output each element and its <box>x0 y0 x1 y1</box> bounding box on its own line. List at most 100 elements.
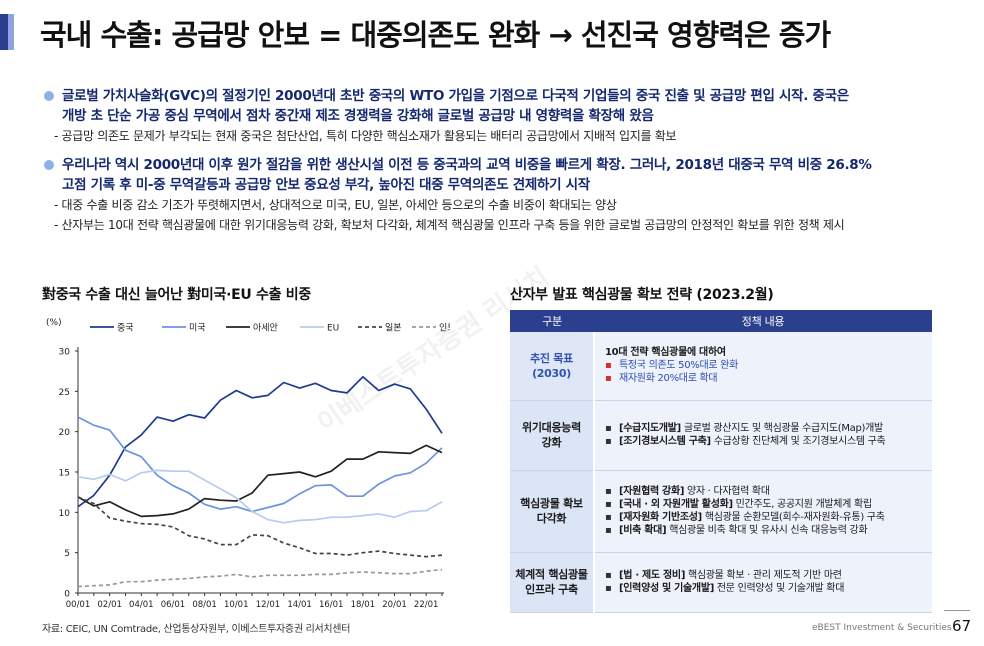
policy-item: [조기경보시스템 구축] 수급상황 진단체계 및 조기경보시스템 구축 <box>605 435 922 448</box>
y-tick-label: 20 <box>59 428 71 438</box>
x-tick-label: 16/01 <box>319 600 344 610</box>
category-line: 인프라 구축 <box>525 583 578 596</box>
table-cell-policy: [법 · 제도 정비] 핵심광물 확보 · 관리 제도적 기반 마련[인력양성 … <box>593 552 932 613</box>
series-line-인도 <box>77 568 443 588</box>
x-tick-label: 12/01 <box>256 600 280 610</box>
policy-item: [국내 · 외 자원개발 활성화] 민간주도, 공공지원 개발체계 확립 <box>605 498 922 511</box>
policy-item: [재자원화 기반조성] 핵심광물 순환모델(회수-재자원화-유통) 구축 <box>605 511 922 524</box>
footer-divider <box>944 610 970 611</box>
chart-title: 對중국 수출 대신 늘어난 對미국·EU 수출 비중 <box>42 287 311 303</box>
policy-item-text: 특정국 의존도 50%대로 완화 <box>619 360 738 372</box>
y-tick-label: 30 <box>59 348 71 358</box>
series-line-미국 <box>77 416 443 513</box>
line-chart-svg: (%) 0 5 10 15 20 25 30 00/01 02/01 04/01 06/01 08/01… <box>46 318 456 610</box>
policy-item-key: [인력양성 및 기술개발] <box>619 583 715 594</box>
policy-item: [수급지도개발] 글로벌 광산지도 및 핵심광물 수급지도(Map)개발 <box>605 422 922 435</box>
bullet-1-line-1: 글로벌 가치사슬화(GVC)의 절정기인 2000년대 초반 중국의 WTO 가… <box>62 88 849 104</box>
table-header-category: 구분 <box>510 310 594 332</box>
x-tick-label: 22/01 <box>414 600 439 610</box>
y-tick-label: 0 <box>64 590 70 600</box>
source-note: 자료: CEIC, UN Comtrade, 산업통상자원부, 이베스트투자증권… <box>42 624 351 635</box>
bullet-dot-icon <box>44 160 54 170</box>
policy-item: 재자원화 20%대로 확대 <box>605 372 922 385</box>
x-tick-label: 04/01 <box>129 600 154 610</box>
series-line-아세안 <box>77 444 443 518</box>
x-tick-label: 08/01 <box>192 600 217 610</box>
category-line: 추진 목표 <box>530 351 573 365</box>
category-line: 강화 <box>541 436 562 449</box>
policy-item-text: 양자 · 다자협력 확대 <box>684 486 770 497</box>
table-cell-policy: [수급지도개발] 글로벌 광산지도 및 핵심광물 수급지도(Map)개발[조기경… <box>593 400 932 471</box>
bullet-1-sub-1: - 공급망 의존도 문제가 부각되는 현재 중국은 첨단산업, 특히 다양한 핵… <box>54 129 677 143</box>
series-line-중국 <box>77 375 443 508</box>
policy-item: [비축 확대] 핵심광물 비축 확대 및 유사시 신속 대응능력 강화 <box>605 524 922 537</box>
x-tick-label: 18/01 <box>351 600 376 610</box>
legend-label: 미국 <box>189 323 206 334</box>
footer-brand: eBEST Investment & Securities <box>812 623 952 633</box>
policy-item-text: 핵심광물 비축 확대 및 유사시 신속 대응능력 강화 <box>666 525 868 536</box>
category-line: 위기대응능력 <box>522 421 581 434</box>
legend-label: 아세안 <box>253 323 278 334</box>
table-row: 추진 목표(2030) 10대 전략 핵심광물에 대하여특정국 의존도 50%대로… <box>510 332 932 401</box>
policy-item-text: 핵심광물 확보 · 관리 제도적 기반 마련 <box>685 570 842 581</box>
x-tick-label: 02/01 <box>97 600 122 610</box>
policy-item-key: [비축 확대] <box>619 525 667 536</box>
legend-label: 중국 <box>117 323 134 334</box>
bullet-2-line-2: 고점 기록 후 미-중 무역갈등과 공급망 안보 중요성 부각, 높아진 대중 … <box>62 177 590 193</box>
policy-item: [인력양성 및 기술개발] 전문 인력양성 및 기술개발 확대 <box>605 582 922 595</box>
legend-label: 일본 <box>385 323 402 334</box>
title-accent-bar <box>0 14 8 50</box>
policy-item-text: 수급상황 진단체계 및 조기경보시스템 구축 <box>710 436 886 447</box>
policy-item: [자원협력 강화] 양자 · 다자협력 확대 <box>605 485 922 498</box>
category-line: (2030) <box>532 366 571 380</box>
y-tick-label: 15 <box>59 469 70 479</box>
bullet-1-main: 글로벌 가치사슬화(GVC)의 절정기인 2000년대 초반 중국의 WTO 가… <box>44 86 944 126</box>
policy-item-text: 전문 인력양성 및 기술개발 확대 <box>714 583 845 594</box>
legend-label: EU <box>327 324 339 334</box>
policy-item-text: 글로벌 광산지도 및 핵심광물 수급지도(Map)개발 <box>680 423 883 434</box>
bullet-2-line-1: 우리나라 역시 2000년대 이후 원가 절감을 위한 생산시설 이전 등 중국… <box>62 157 872 173</box>
title-accent-bar-light <box>8 14 14 50</box>
x-tick-label: 10/01 <box>224 600 249 610</box>
table-header-policy: 정책 내용 <box>594 310 932 332</box>
table-cell-policy: [자원협력 강화] 양자 · 다자협력 확대[국내 · 외 자원개발 활성화] … <box>593 470 932 553</box>
policy-item: 특정국 의존도 50%대로 완화 <box>605 359 922 372</box>
policy-item-text: 핵심광물 순환모델(회수-재자원화-유통) 구축 <box>701 512 885 523</box>
x-tick-label: 20/01 <box>382 600 407 610</box>
bullet-2-sub-1: - 대중 수출 비중 감소 기조가 뚜렷해지면서, 상대적으로 미국, EU, … <box>54 198 617 212</box>
page-number: 67 <box>952 617 972 635</box>
legend-label: 인도 <box>439 323 450 334</box>
table-title: 산자부 발표 핵심광물 확보 전략 (2023.2월) <box>510 287 774 303</box>
bullet-2-sub-2: - 산자부는 10대 전략 핵심광물에 대한 위기대응능력 강화, 확보처 다각… <box>54 218 845 232</box>
bullet-section: 글로벌 가치사슬화(GVC)의 절정기인 2000년대 초반 중국의 WTO 가… <box>44 86 944 235</box>
y-tick-label: 10 <box>59 509 71 519</box>
y-axis-unit: (%) <box>46 318 62 328</box>
policy-item-text: 재자원화 20%대로 확대 <box>619 373 718 385</box>
policy-lead: 10대 전략 핵심광물에 대하여 <box>605 347 726 359</box>
policy-item: [법 · 제도 정비] 핵심광물 확보 · 관리 제도적 기반 마련 <box>605 569 922 582</box>
policy-item-key: [수급지도개발] <box>619 423 681 434</box>
policy-table: 구분 정책 내용 추진 목표(2030) 10대 전략 핵심광물에 대하여특정국 … <box>510 310 932 613</box>
page-title: 국내 수출: 공급망 안보 = 대중의존도 완화 → 선진국 영향력은 증가 <box>40 18 831 52</box>
policy-item-key: [국내 · 외 자원개발 활성화] <box>619 499 733 510</box>
y-tick-label: 5 <box>64 549 70 559</box>
policy-item-key: [조기경보시스템 구축] <box>619 436 711 447</box>
policy-item-key: [자원협력 강화] <box>619 486 685 497</box>
line-chart: (%) 0 5 10 15 20 25 30 00/01 02/01 04/01 06/01 08/01… <box>38 310 456 614</box>
category-line: 핵심광물 확보 <box>520 497 583 510</box>
table-cell-policy: 10대 전략 핵심광물에 대하여특정국 의존도 50%대로 완화재자원화 20%… <box>593 332 932 401</box>
category-line: 체계적 핵심광물 <box>515 568 588 581</box>
series-line-일본 <box>77 496 443 558</box>
policy-item-text: 민간주도, 공공지원 개발체계 확립 <box>732 499 872 510</box>
x-tick-label: 00/01 <box>66 600 91 610</box>
policy-item-key: [재자원화 기반조성] <box>619 512 702 523</box>
y-tick-label: 25 <box>59 388 70 398</box>
category-line: 다각화 <box>536 512 567 525</box>
x-tick-label: 14/01 <box>287 600 312 610</box>
